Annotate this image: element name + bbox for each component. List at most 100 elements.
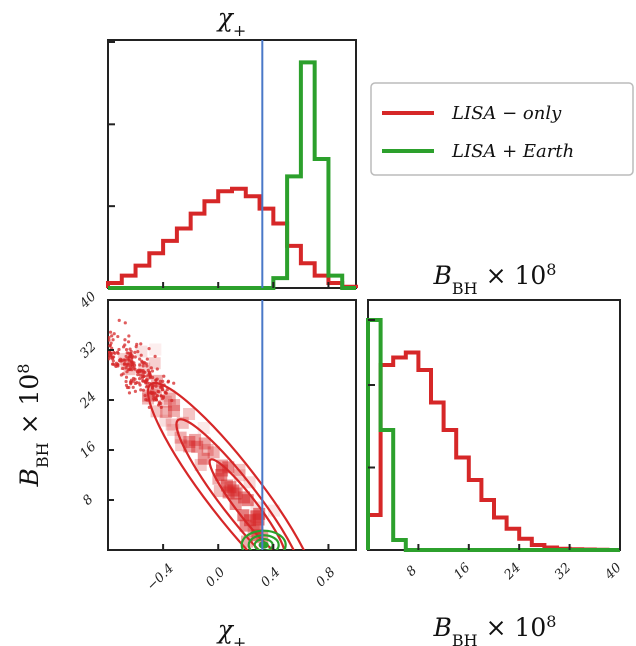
joint-sample-point <box>108 344 112 348</box>
joint-posterior-frame <box>107 299 357 551</box>
joint-sample-point <box>144 398 148 402</box>
joint-sample-point <box>133 381 138 386</box>
joint-sample-point <box>117 318 121 322</box>
joint-sample-point <box>160 385 164 389</box>
bbh-histogram-bars: 8 16 24 32 40 <box>366 318 625 583</box>
joint-sample-point <box>141 368 145 373</box>
joint-sample-point <box>139 388 143 392</box>
legend: LISA − only LISA + Earth <box>370 82 634 176</box>
joint-sample-point <box>130 368 134 372</box>
joint-sample-point <box>155 394 159 398</box>
joint-ytick-label-3: 32 <box>77 339 99 361</box>
joint-sample-point <box>128 380 133 384</box>
joint-sample-point <box>141 388 146 392</box>
joint-xtick-label-3: 0.8 <box>313 565 338 590</box>
joint-xtick-label-0: −0.4 <box>144 561 177 594</box>
joint-sample-point <box>110 334 114 338</box>
joint-density-cell <box>207 446 220 459</box>
legend-label-lisa-only: LISA − only <box>451 103 562 124</box>
joint-sample-point <box>126 340 131 344</box>
joint-sample-point <box>143 393 147 398</box>
joint-sample-point <box>102 373 105 376</box>
joint-sample-point <box>133 355 137 359</box>
joint-sample-point <box>133 350 137 355</box>
joint-contour-red-3 <box>146 381 320 550</box>
joint-sample-point <box>125 351 129 355</box>
joint-density-cell <box>197 452 210 465</box>
joint-sample-point <box>150 391 154 395</box>
joint-ytick-label-0: 8 <box>80 492 96 508</box>
joint-sample-point <box>128 347 132 351</box>
joint-sample-point <box>164 391 168 395</box>
joint-sample-point <box>139 353 143 357</box>
joint-sample-point <box>124 366 128 370</box>
joint-density-cell <box>237 509 250 522</box>
joint-contour-green-core <box>259 542 268 548</box>
joint-sample-point <box>104 357 107 360</box>
chi-hist-series-0 <box>106 186 358 289</box>
legend-frame <box>370 82 634 176</box>
joint-sample-point <box>131 376 136 381</box>
joint-sample-point <box>147 371 151 375</box>
joint-sample-point <box>133 389 138 394</box>
joint-sample-point <box>101 340 104 343</box>
joint-sample-point <box>103 351 106 354</box>
chi-plus-histogram-bars <box>106 40 358 290</box>
joint-sample-point <box>92 340 95 343</box>
joint-sample-point <box>116 334 120 339</box>
joint-sample-point <box>149 366 153 370</box>
joint-density-cell <box>198 437 211 450</box>
joint-sample-point <box>159 394 163 398</box>
joint-sample-point <box>172 381 176 385</box>
joint-density-cell <box>135 345 148 358</box>
joint-density-cell <box>239 519 252 532</box>
joint-density-cell <box>267 504 280 517</box>
joint-sample-point <box>127 358 131 362</box>
bbh-xtick-label-1: 16 <box>451 560 473 582</box>
joint-sample-point <box>104 338 107 341</box>
joint-sample-point <box>166 380 170 384</box>
joint-sample-point <box>117 347 121 352</box>
joint-sample-point <box>138 357 142 361</box>
joint-sample-point <box>127 391 132 395</box>
legend-label-lisa-earth: LISA + Earth <box>451 141 574 162</box>
joint-sample-point <box>111 338 115 342</box>
joint-sample-point <box>136 350 140 354</box>
joint-xtick-label-2: 0.4 <box>258 565 283 590</box>
joint-density-cell <box>189 433 202 446</box>
bbh-xtick-label-0: 8 <box>404 563 420 579</box>
joint-sample-point <box>157 400 161 404</box>
joint-sample-point <box>109 351 113 356</box>
joint-sample-point <box>111 362 115 366</box>
chi-plus-histogram-panel: χ+ <box>106 3 358 290</box>
chi-hist-series-1 <box>108 60 356 290</box>
joint-sample-point <box>108 338 111 342</box>
joint-sample-point <box>138 368 142 372</box>
joint-sample-point <box>158 379 163 383</box>
joint-density-cell <box>163 392 176 405</box>
joint-sample-point <box>161 379 165 383</box>
joint-inner <box>92 318 320 550</box>
joint-sample-point <box>121 366 125 371</box>
joint-sample-point <box>124 375 129 379</box>
joint-density-cell <box>191 440 204 453</box>
joint-density-cell <box>201 443 214 456</box>
bbh-xtick-label-3: 32 <box>552 560 574 582</box>
joint-sample-point <box>162 374 166 378</box>
joint-density-cell <box>220 479 233 492</box>
joint-sample-point <box>160 388 165 392</box>
joint-density-cell <box>250 501 263 514</box>
joint-sample-point <box>148 374 153 378</box>
joint-sample-point <box>99 335 102 338</box>
joint-ytick-label-2: 24 <box>76 389 99 412</box>
joint-sample-point <box>110 346 114 350</box>
joint-sample-point <box>137 381 141 385</box>
joint-density-cell <box>165 418 178 431</box>
joint-density-cell <box>194 458 207 471</box>
joint-sample-point <box>152 394 156 398</box>
joint-sample-point <box>102 348 105 351</box>
joint-density-cell <box>251 521 264 534</box>
joint-sample-point <box>111 359 115 363</box>
joint-sample-point <box>154 378 158 382</box>
